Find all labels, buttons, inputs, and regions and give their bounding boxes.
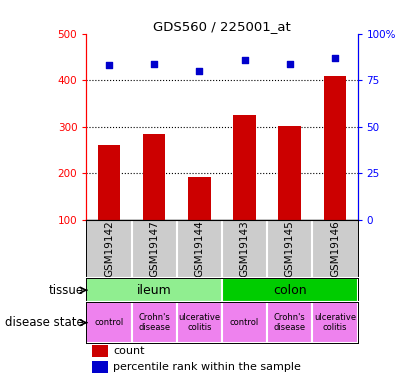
Text: disease state: disease state bbox=[5, 316, 83, 329]
Bar bbox=[132, 302, 177, 343]
Text: ulcerative
colitis: ulcerative colitis bbox=[314, 313, 356, 332]
Text: GSM19147: GSM19147 bbox=[149, 220, 159, 277]
Bar bbox=[86, 278, 222, 302]
Text: percentile rank within the sample: percentile rank within the sample bbox=[113, 362, 301, 372]
Text: control: control bbox=[94, 318, 124, 327]
Bar bbox=[92, 361, 108, 374]
Point bbox=[196, 68, 203, 74]
Text: ulcerative
colitis: ulcerative colitis bbox=[178, 313, 220, 332]
Text: Crohn's
disease: Crohn's disease bbox=[138, 313, 170, 332]
Bar bbox=[312, 302, 358, 343]
Bar bbox=[177, 302, 222, 343]
Bar bbox=[86, 302, 132, 343]
Point bbox=[286, 60, 293, 66]
Bar bbox=[92, 345, 108, 357]
Point bbox=[151, 60, 157, 66]
Text: control: control bbox=[230, 318, 259, 327]
Text: tissue: tissue bbox=[48, 284, 83, 297]
Point bbox=[106, 62, 112, 68]
Text: GSM19142: GSM19142 bbox=[104, 220, 114, 277]
Text: Crohn's
disease: Crohn's disease bbox=[274, 313, 306, 332]
Text: GSM19144: GSM19144 bbox=[194, 220, 204, 277]
Text: count: count bbox=[113, 346, 145, 356]
Text: ileum: ileum bbox=[137, 284, 171, 297]
Text: GSM19145: GSM19145 bbox=[285, 220, 295, 277]
Bar bbox=[222, 302, 267, 343]
Title: GDS560 / 225001_at: GDS560 / 225001_at bbox=[153, 20, 291, 33]
Point bbox=[332, 55, 338, 61]
Text: colon: colon bbox=[273, 284, 307, 297]
Text: GSM19143: GSM19143 bbox=[240, 220, 249, 277]
Bar bbox=[233, 115, 256, 220]
Bar bbox=[222, 278, 358, 302]
Bar bbox=[324, 76, 346, 220]
Bar bbox=[98, 146, 120, 220]
Text: GSM19146: GSM19146 bbox=[330, 220, 340, 277]
Bar bbox=[279, 126, 301, 220]
Bar bbox=[188, 177, 211, 220]
Point bbox=[241, 57, 248, 63]
Bar bbox=[143, 134, 165, 220]
Bar bbox=[267, 302, 312, 343]
